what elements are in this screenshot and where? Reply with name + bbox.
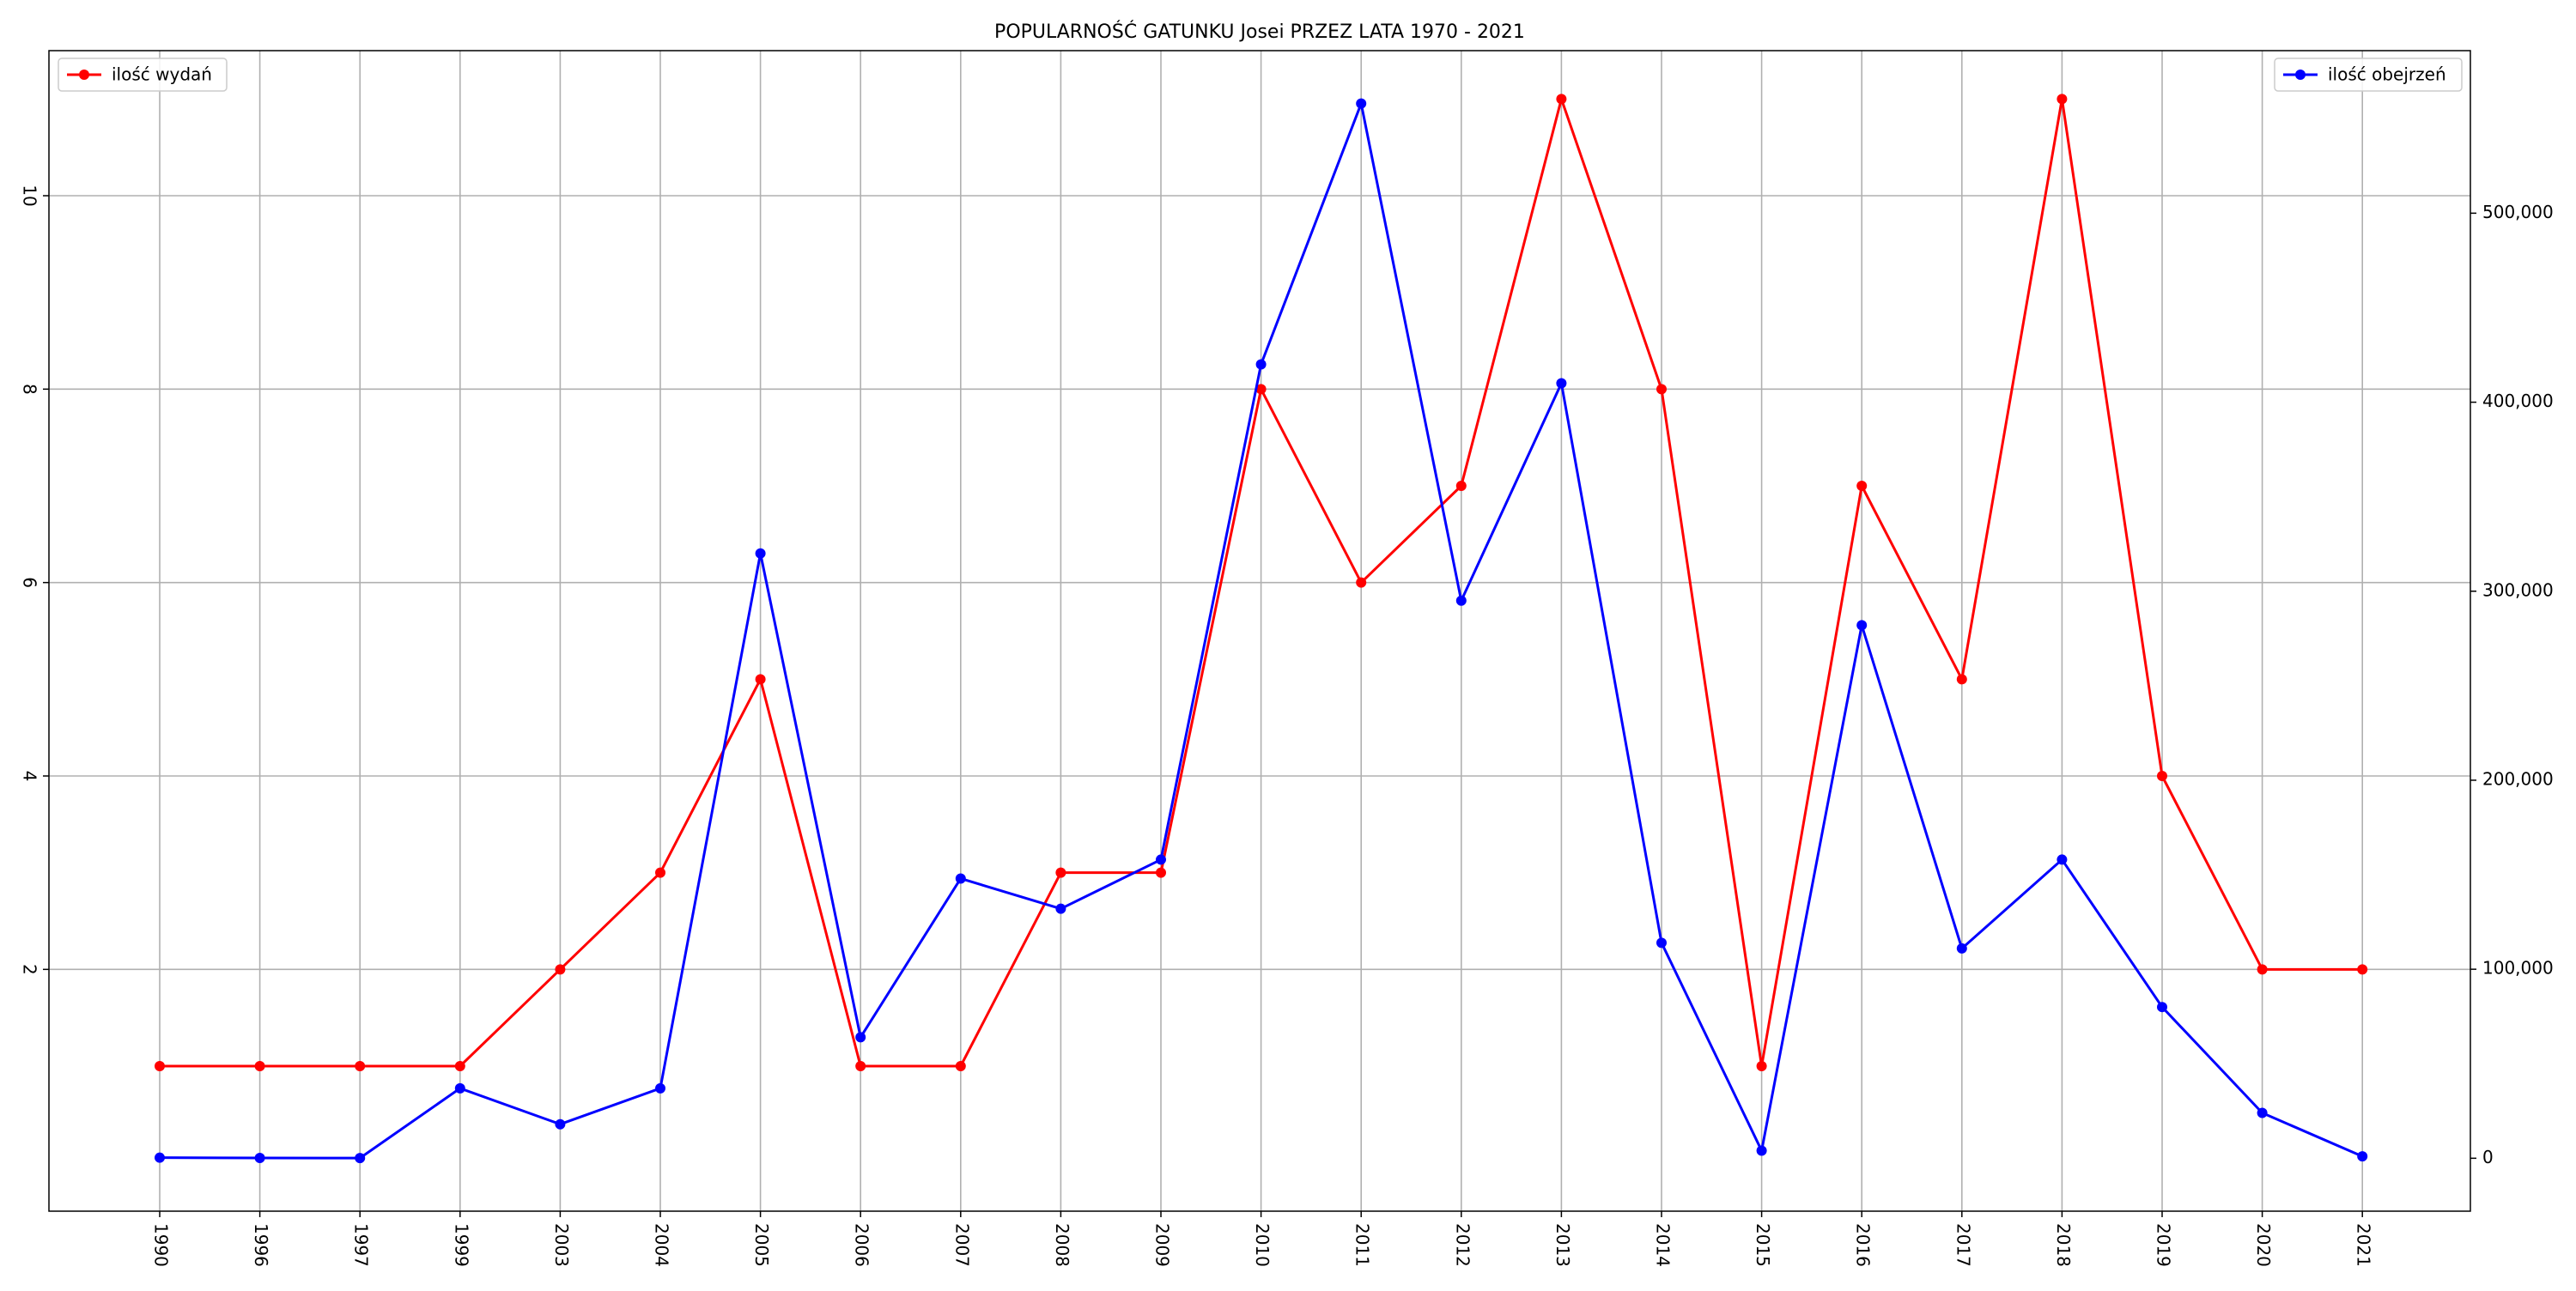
data-point-ilosc-wydan — [2257, 964, 2268, 975]
data-point-ilosc-wydan — [1255, 384, 1267, 395]
data-point-ilosc-wydan — [955, 1061, 966, 1071]
x-tick-label: 2018 — [2053, 1223, 2074, 1267]
x-tick-label: 1997 — [351, 1223, 372, 1267]
x-tick-label: 1999 — [451, 1223, 471, 1267]
data-point-ilosc-obejrzen — [855, 1032, 866, 1043]
data-point-ilosc-wydan — [1356, 577, 1367, 588]
data-point-ilosc-obejrzen — [755, 548, 766, 559]
x-tick-label: 2003 — [551, 1223, 572, 1267]
data-point-ilosc-wydan — [1756, 1061, 1767, 1071]
x-tick-label: 2005 — [751, 1223, 772, 1267]
y-right-tick-label: 0 — [2482, 1147, 2494, 1167]
x-tick-label: 2012 — [1452, 1223, 1473, 1267]
x-tick-label: 2017 — [1953, 1223, 1973, 1267]
data-point-ilosc-wydan — [1556, 94, 1567, 105]
x-tick-label: 2013 — [1552, 1223, 1573, 1267]
y-left-tick-label: 6 — [20, 577, 40, 588]
data-point-ilosc-wydan — [555, 964, 566, 975]
y-right-tick-label: 100,000 — [2482, 958, 2554, 979]
data-point-ilosc-wydan — [454, 1061, 465, 1071]
x-tick-label: 2009 — [1152, 1223, 1173, 1267]
data-point-ilosc-wydan — [155, 1061, 165, 1071]
legend-right-box — [2274, 58, 2463, 92]
legend-layer: ilość wydań ilość obejrzeń — [58, 58, 2463, 92]
y-right-tick-label: 500,000 — [2482, 202, 2554, 222]
axis-layer: 1990 1996 1997 1999 2003 2004 2005 2006 2007 2008… — [20, 185, 2554, 1267]
data-point-ilosc-wydan — [655, 867, 665, 878]
legend-left-box — [58, 58, 228, 92]
data-point-ilosc-obejrzen — [355, 1153, 366, 1164]
data-point-ilosc-obejrzen — [1856, 620, 1868, 631]
data-point-ilosc-obejrzen — [155, 1152, 165, 1163]
x-tick-label: 1990 — [151, 1223, 172, 1267]
chart-title: POPULARNOŚĆ GATUNKU Josei PRZEZ LATA 197… — [994, 21, 1525, 43]
data-point-ilosc-obejrzen — [555, 1118, 566, 1130]
y-right-tick-label: 400,000 — [2482, 391, 2554, 411]
x-tick-label: 2015 — [1753, 1223, 1773, 1267]
data-point-ilosc-wydan — [2157, 771, 2167, 781]
plot-frame — [48, 50, 2471, 1212]
data-point-ilosc-wydan — [355, 1061, 366, 1071]
data-point-ilosc-wydan — [1956, 674, 1967, 685]
y-left-tick-label: 4 — [20, 771, 40, 782]
x-tick-label: 2006 — [852, 1223, 872, 1267]
series-layer — [155, 94, 2368, 1164]
data-point-ilosc-wydan — [2357, 964, 2368, 975]
data-point-ilosc-obejrzen — [2057, 854, 2068, 865]
y-right-tick-label: 300,000 — [2482, 579, 2554, 600]
data-point-ilosc-obejrzen — [1756, 1145, 1767, 1156]
x-tick-label: 2021 — [2354, 1223, 2374, 1267]
data-point-ilosc-wydan — [1055, 867, 1066, 878]
legend-right-label: ilość obejrzeń — [2328, 64, 2446, 85]
x-tick-label: 2010 — [1252, 1223, 1273, 1267]
grid-layer — [49, 51, 2470, 1211]
x-tick-label: 2007 — [951, 1223, 972, 1267]
data-point-ilosc-obejrzen — [955, 873, 966, 884]
data-point-ilosc-obejrzen — [2257, 1107, 2268, 1118]
legend-left-marker — [79, 70, 89, 80]
data-point-ilosc-wydan — [1156, 867, 1166, 878]
data-point-ilosc-wydan — [254, 1061, 265, 1071]
x-tick-label: 2020 — [2253, 1223, 2274, 1267]
data-point-ilosc-obejrzen — [1455, 595, 1467, 606]
data-point-ilosc-obejrzen — [1156, 854, 1166, 865]
x-tick-label: 2011 — [1352, 1223, 1373, 1267]
data-point-ilosc-obejrzen — [1255, 359, 1267, 370]
x-tick-label: 2004 — [652, 1223, 672, 1267]
data-point-ilosc-wydan — [2057, 94, 2068, 105]
data-point-ilosc-wydan — [1856, 481, 1868, 491]
data-point-ilosc-wydan — [855, 1061, 866, 1071]
y-left-tick-label: 10 — [20, 185, 40, 206]
data-point-ilosc-obejrzen — [1356, 98, 1367, 109]
data-point-ilosc-wydan — [1455, 481, 1467, 491]
y-left-tick-label: 2 — [20, 964, 40, 975]
y-right-tick-label: 200,000 — [2482, 768, 2554, 789]
x-tick-label: 2008 — [1052, 1223, 1072, 1267]
x-tick-label: 1996 — [251, 1223, 271, 1267]
data-point-ilosc-wydan — [1656, 384, 1667, 395]
legend-right-marker — [2295, 70, 2306, 80]
data-point-ilosc-obejrzen — [1556, 378, 1567, 389]
data-point-ilosc-obejrzen — [254, 1153, 265, 1164]
legend-left-label: ilość wydań — [112, 64, 212, 85]
x-tick-label: 2019 — [2154, 1223, 2174, 1267]
data-point-ilosc-obejrzen — [454, 1082, 465, 1094]
data-point-ilosc-obejrzen — [1656, 937, 1667, 949]
data-point-ilosc-obejrzen — [655, 1082, 665, 1094]
x-tick-label: 2014 — [1653, 1223, 1674, 1267]
y-left-tick-label: 8 — [20, 384, 40, 395]
data-point-ilosc-wydan — [755, 674, 766, 685]
data-point-ilosc-obejrzen — [2157, 1002, 2167, 1013]
x-tick-label: 2016 — [1853, 1223, 1874, 1267]
data-point-ilosc-obejrzen — [2357, 1151, 2368, 1162]
data-point-ilosc-obejrzen — [1055, 903, 1066, 914]
data-point-ilosc-obejrzen — [1956, 942, 1967, 954]
